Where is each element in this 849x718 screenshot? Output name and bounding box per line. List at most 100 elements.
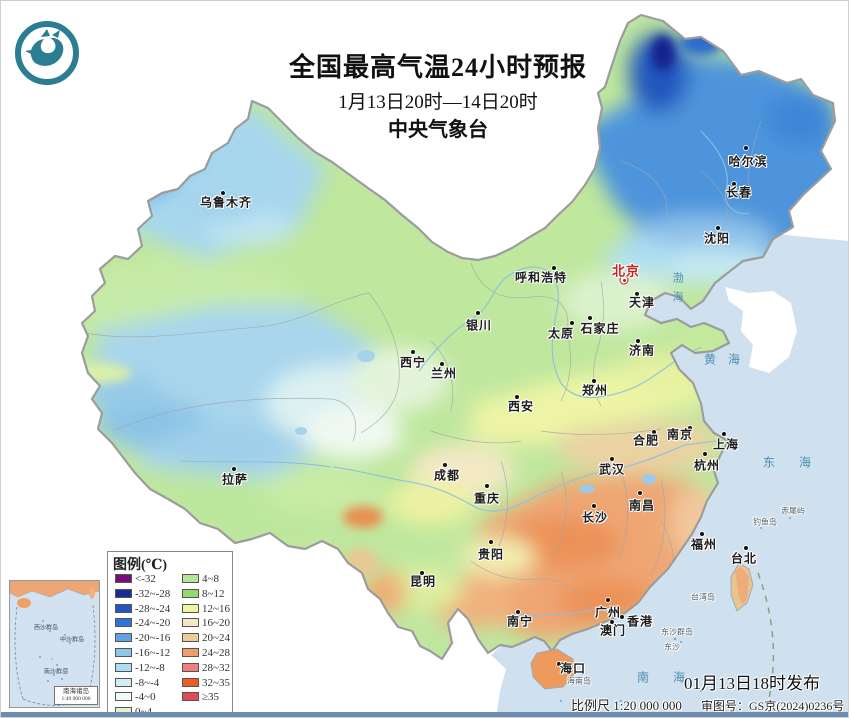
island-label: 海南岛 [567,676,591,686]
island-label: 赤尾屿 [781,506,805,516]
city-label: 天津 [628,295,656,310]
city-marker [722,432,726,436]
legend-title: 图例(℃) [113,558,168,573]
city-label: 南京 [666,427,694,442]
city-label: 乌鲁木齐 [199,195,253,210]
approval-number: 审图号：GS京(2024)0236号 [701,699,845,713]
legend-swatch [115,633,132,643]
legend-label: -20~-16 [135,632,171,645]
city-label: 银川 [465,318,493,333]
city-marker [515,395,519,399]
city-label: 呼和浩特 [514,270,568,285]
city-label: 哈尔滨 [728,154,768,169]
city-marker [636,339,640,343]
legend-label: 24~28 [202,647,230,659]
inset-archipelago-label: 西沙群岛 [33,625,59,632]
legend-label: -32~-28 [135,587,171,600]
island-label: 东沙 [664,642,680,652]
city-label: 香港 [626,614,654,629]
city-label: 南宁 [506,614,534,629]
city-label: 澳门 [599,623,627,638]
city-label: 武汉 [598,462,626,477]
city-marker [592,504,596,508]
legend-swatch [182,574,199,583]
city-marker [485,484,489,488]
lakes [295,350,656,493]
city-marker [652,430,656,434]
legend-label: -8~-4 [135,676,160,689]
legend-label: 0~4 [135,706,152,717]
city-marker [476,311,480,315]
legend-label: -16~-12 [135,647,171,659]
city-label: 太原 [547,326,575,341]
city-label: 上海 [712,437,740,452]
city-label: 郑州 [581,383,609,398]
city-marker [489,540,493,544]
city-marker [703,452,707,456]
legend-label: <-32 [135,573,156,585]
island-label: 钓鱼岛 [753,517,777,527]
city-marker [440,362,444,366]
city-label: 长沙 [581,510,609,525]
city-marker [700,532,704,536]
legend-swatch [115,603,132,613]
legend-label: -24~-20 [135,617,171,630]
legend-swatch [115,692,132,702]
legend-swatch [182,603,199,613]
city-marker [592,379,596,383]
city-label: 海口 [559,661,587,676]
legend-swatch [115,588,132,598]
cma-dragon-logo [11,17,83,89]
city-label: 重庆 [473,491,501,506]
inset-archipelago-label: 中沙群岛 [59,637,85,644]
city-label: 合肥 [632,433,660,448]
issue-time: 01月13日18时发布 [684,674,820,693]
legend-swatch [182,588,199,598]
city-marker [620,615,624,619]
city-marker [610,620,614,624]
legend-label: 28~32 [202,661,230,674]
legend-swatch [182,677,199,687]
city-marker [638,491,642,495]
city-marker [732,182,736,186]
small-islands [560,517,791,702]
city-label: 福州 [690,537,718,552]
city-label: 杭州 [693,458,721,473]
city-label: 沈阳 [703,231,731,246]
city-label: 北京 [611,263,641,279]
city-marker [635,292,639,296]
legend-label: 8~12 [202,587,225,600]
city-label: 兰州 [430,366,458,381]
legend-swatch [115,677,132,687]
legend-swatch [115,618,132,628]
legend-label: 20~24 [202,632,230,645]
map-agency: 中央气象台 [388,119,488,141]
city-marker [443,463,447,467]
legend-swatch [115,574,132,583]
nine-dash-line [757,572,775,708]
city-marker [552,266,556,270]
legend-swatch [182,648,199,657]
rivers [180,130,750,618]
city-label: 南昌 [628,498,656,513]
hainan-island [530,648,576,690]
sea-label: 渤海 [671,272,683,310]
map-scale: 比例尺 1:20 000 000 [571,698,682,713]
inset-scale-box: 南海诸岛 1:40 000 000 [54,686,98,705]
legend-label: 12~16 [202,602,230,615]
china-border [80,13,837,661]
legend-swatch [115,662,132,672]
city-label: 长春 [725,185,753,200]
map-valid-period: 1月13日20时—14日20时 [338,92,538,113]
sea-label: 黄 海 [703,352,741,367]
city-marker [557,662,561,666]
city-label: 成都 [433,468,461,483]
province-borders [84,120,762,610]
legend-swatch [182,618,199,628]
city-label: 西安 [507,399,535,414]
bottom-bar [1,712,848,717]
city-label: 贵阳 [477,547,505,562]
legend-label: 16~20 [202,617,230,630]
